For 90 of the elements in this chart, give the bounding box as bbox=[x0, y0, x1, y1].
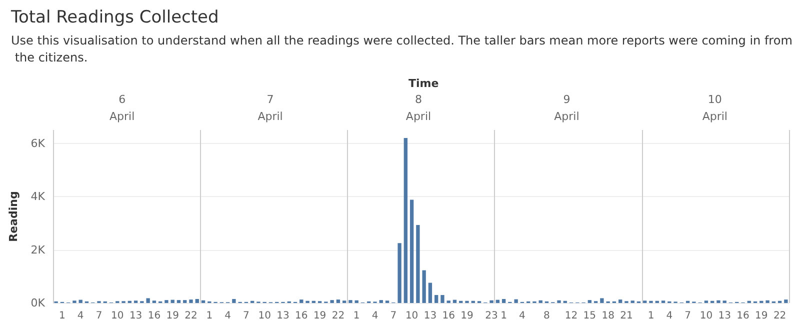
bar bbox=[398, 243, 402, 303]
x-tick-label: 1 bbox=[648, 310, 654, 322]
x-tick-label: 13 bbox=[718, 310, 731, 322]
bar bbox=[164, 300, 168, 303]
chart-title: Total Readings Collected bbox=[10, 8, 219, 28]
y-tick-label: 2K bbox=[30, 243, 46, 256]
x-tick-label: 15 bbox=[583, 310, 596, 322]
bar bbox=[146, 298, 150, 303]
bar bbox=[514, 299, 518, 303]
x-tick-label: 22 bbox=[332, 310, 345, 322]
x-tick-label: 4 bbox=[519, 310, 526, 322]
x-tick-label: 13 bbox=[424, 310, 437, 322]
x-tick-label: 1 bbox=[500, 310, 507, 322]
bar bbox=[784, 300, 788, 303]
bar bbox=[538, 300, 542, 303]
x-tick-label: 8 bbox=[544, 310, 550, 322]
bar bbox=[490, 300, 494, 303]
text: 10 bbox=[708, 93, 722, 106]
x-tick-label: 13 bbox=[129, 310, 142, 322]
bar bbox=[588, 300, 592, 303]
y-axis-title: Reading bbox=[7, 191, 20, 242]
bar bbox=[422, 270, 426, 303]
x-tick-label: 23 bbox=[485, 310, 498, 322]
x-tick-label: 1 bbox=[206, 310, 213, 322]
x-tick-label: 19 bbox=[460, 310, 474, 322]
y-tick-label: 0K bbox=[30, 296, 46, 310]
text: April bbox=[554, 110, 580, 123]
x-tick-label: 10 bbox=[111, 310, 124, 322]
x-tick-label: 7 bbox=[390, 310, 397, 322]
x-tick-label: 4 bbox=[666, 310, 673, 322]
text: 9 bbox=[563, 93, 570, 106]
x-tick-label: 18 bbox=[602, 310, 614, 322]
x-tick-label: 4 bbox=[77, 310, 84, 322]
x-tick-label: 10 bbox=[700, 310, 713, 322]
bar bbox=[428, 282, 432, 303]
bar bbox=[440, 295, 444, 303]
bar bbox=[434, 295, 438, 303]
bar bbox=[404, 138, 408, 303]
x-tick-label: 21 bbox=[620, 310, 633, 322]
bar bbox=[716, 300, 720, 303]
bar bbox=[618, 300, 622, 303]
bar bbox=[410, 200, 414, 303]
bar bbox=[354, 300, 358, 303]
x-tick-label: 1 bbox=[59, 310, 66, 322]
x-tick-label: 7 bbox=[684, 310, 691, 322]
bar bbox=[201, 300, 206, 303]
text: 8 bbox=[415, 93, 422, 106]
x-tick-label: 13 bbox=[276, 310, 290, 322]
x-axis-title: Time bbox=[408, 77, 439, 90]
x-tick-label: 19 bbox=[755, 310, 768, 322]
bar bbox=[348, 300, 352, 303]
x-tick-label: 7 bbox=[96, 310, 102, 322]
bar bbox=[600, 298, 604, 303]
bar bbox=[176, 300, 181, 303]
text: April bbox=[258, 110, 283, 123]
bar bbox=[330, 300, 334, 303]
bar bbox=[379, 300, 383, 303]
x-tick-label: 4 bbox=[372, 310, 378, 322]
chart-subtitle: Use this visualisation to understand when all the readings were collected. The taller bars mean more reports were coming in from the citizens. bbox=[11, 34, 792, 64]
x-tick-label: 19 bbox=[313, 310, 326, 322]
text: April bbox=[702, 110, 728, 123]
y-tick-label: 6K bbox=[30, 136, 46, 150]
text: 6 bbox=[118, 93, 126, 106]
x-tick-label: 22 bbox=[773, 310, 786, 322]
bar bbox=[502, 299, 506, 303]
x-tick-label: 12 bbox=[564, 310, 578, 322]
bar bbox=[300, 300, 304, 303]
x-tick-label: 16 bbox=[736, 310, 750, 322]
bar bbox=[232, 299, 236, 303]
text: April bbox=[406, 110, 432, 123]
bar bbox=[183, 300, 187, 303]
y-tick-label: 4K bbox=[30, 190, 46, 204]
bar bbox=[557, 300, 561, 303]
x-tick-label: 1 bbox=[353, 310, 360, 322]
bar bbox=[766, 300, 770, 303]
x-tick-label: 7 bbox=[243, 310, 250, 322]
x-tick-label: 16 bbox=[148, 310, 161, 322]
x-tick-label: 4 bbox=[224, 310, 231, 322]
bar bbox=[416, 225, 420, 303]
x-tick-label: 10 bbox=[405, 310, 418, 322]
text: 7 bbox=[266, 93, 274, 106]
x-tick-label: 10 bbox=[258, 310, 271, 322]
bar bbox=[195, 299, 199, 303]
x-tick-label: 22 bbox=[184, 310, 198, 322]
bar bbox=[336, 300, 340, 303]
x-tick-label: 16 bbox=[442, 310, 455, 322]
text: April bbox=[110, 110, 135, 123]
x-tick-label: 16 bbox=[295, 310, 308, 322]
bar bbox=[189, 300, 193, 303]
x-tick-label: 19 bbox=[166, 310, 179, 322]
